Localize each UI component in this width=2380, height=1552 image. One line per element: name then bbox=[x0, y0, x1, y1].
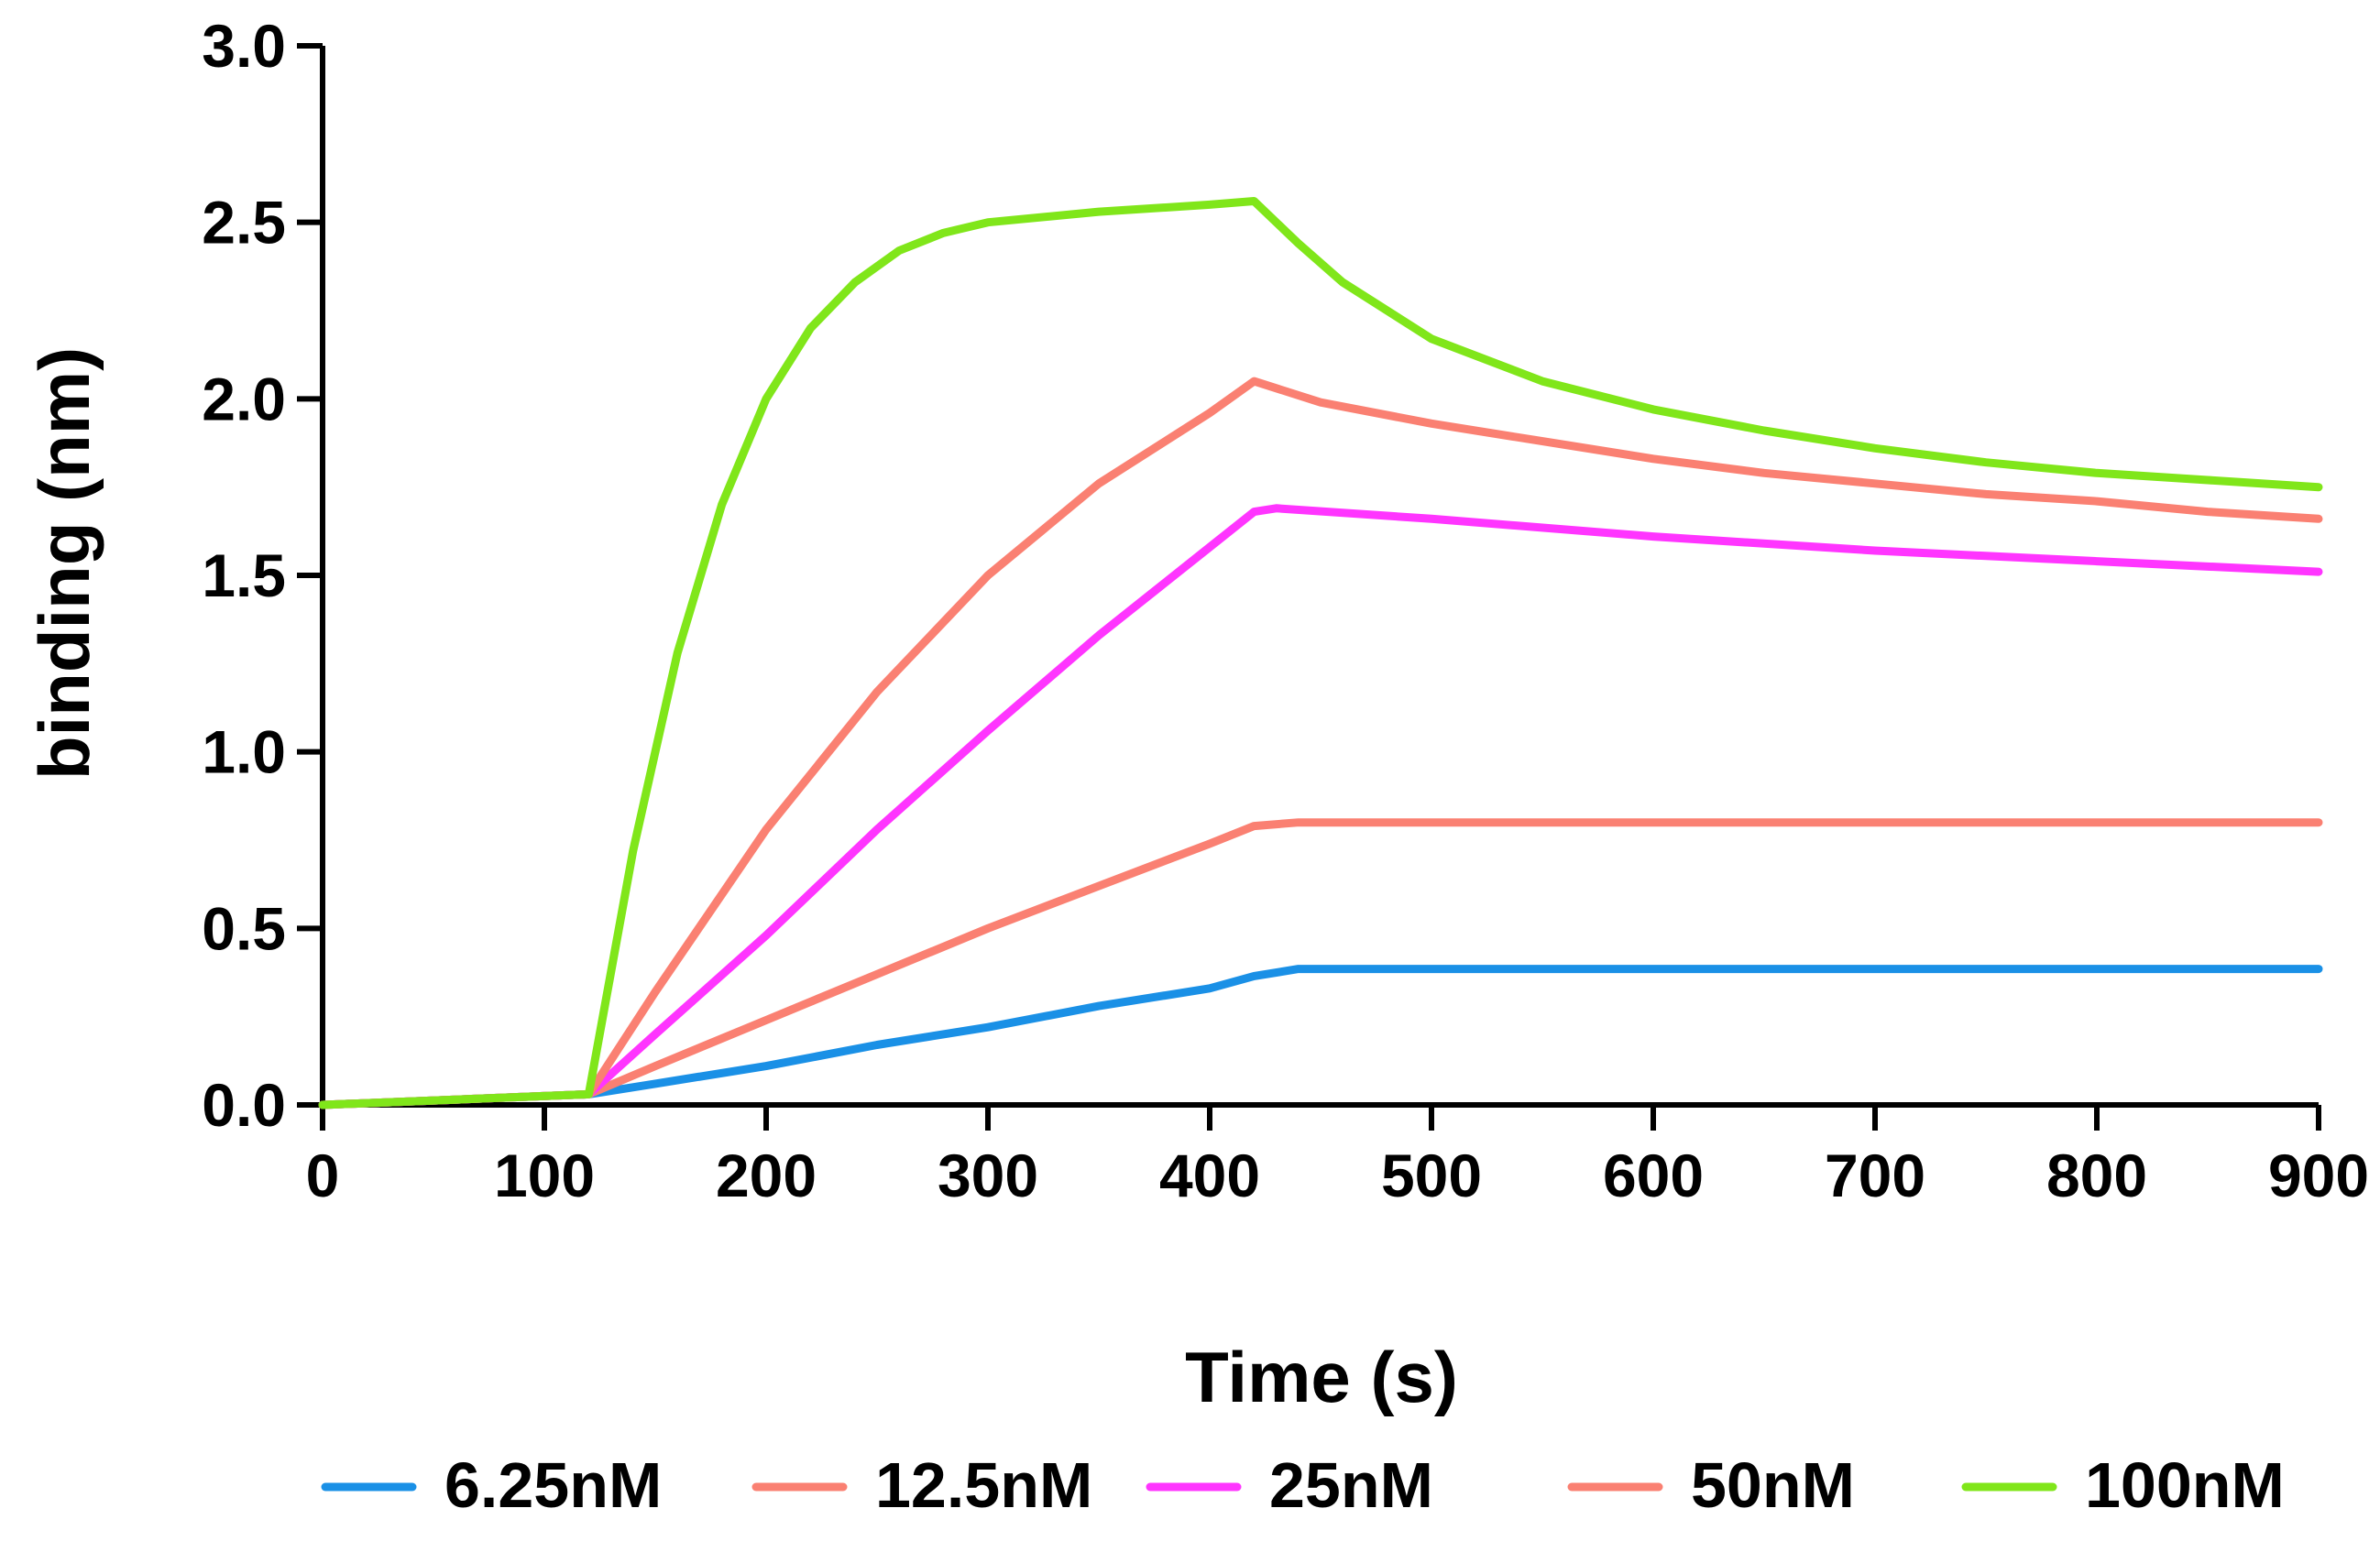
axes: 0.0 0.5 1.0 1.5 2.0 2.5 3.0 0 100 200 300 400 500 600… bbox=[202, 12, 2369, 1209]
x-tick-label: 900 bbox=[2268, 1142, 2369, 1209]
series-line-100nM bbox=[318, 197, 2323, 1109]
x-tick-label: 500 bbox=[1381, 1142, 1482, 1209]
x-tick-label: 700 bbox=[1825, 1142, 1925, 1209]
legend-label-25nM: 25nM bbox=[1269, 1449, 1433, 1521]
x-axis-title: Time (s) bbox=[1185, 1337, 1458, 1417]
series-group bbox=[318, 197, 2323, 1109]
x-tick-label: 300 bbox=[938, 1142, 1038, 1209]
y-tick-label: 1.0 bbox=[202, 718, 286, 786]
series-line-25nM bbox=[318, 504, 2323, 1109]
legend: 6.25nM 12.5nM 25nM 50nM 100nM bbox=[321, 1449, 2285, 1521]
x-tick-label: 0 bbox=[306, 1142, 340, 1209]
y-tick-label: 3.0 bbox=[202, 12, 286, 80]
y-tick-label: 0.0 bbox=[202, 1071, 286, 1139]
y-axis-title: binding (nm) bbox=[24, 347, 104, 780]
x-tick-label: 100 bbox=[494, 1142, 595, 1209]
series-line-6.25nM bbox=[318, 965, 2323, 1109]
y-tick-label: 2.5 bbox=[202, 189, 286, 257]
legend-label-12.5nM: 12.5nM bbox=[875, 1449, 1092, 1521]
x-tick-label: 400 bbox=[1159, 1142, 1260, 1209]
x-tick-label: 200 bbox=[716, 1142, 817, 1209]
legend-label-6.25nM: 6.25nM bbox=[444, 1449, 662, 1521]
y-tick-label: 1.5 bbox=[202, 541, 286, 609]
legend-label-100nM: 100nM bbox=[2085, 1449, 2285, 1521]
series-line-50nM bbox=[318, 377, 2323, 1109]
legend-label-50nM: 50nM bbox=[1691, 1449, 1855, 1521]
y-tick-label: 2.0 bbox=[202, 365, 286, 432]
series-line-12.5nM bbox=[318, 818, 2323, 1109]
x-tick-label: 600 bbox=[1603, 1142, 1704, 1209]
y-tick-label: 0.5 bbox=[202, 894, 286, 962]
x-tick-label: 800 bbox=[2046, 1142, 2147, 1209]
